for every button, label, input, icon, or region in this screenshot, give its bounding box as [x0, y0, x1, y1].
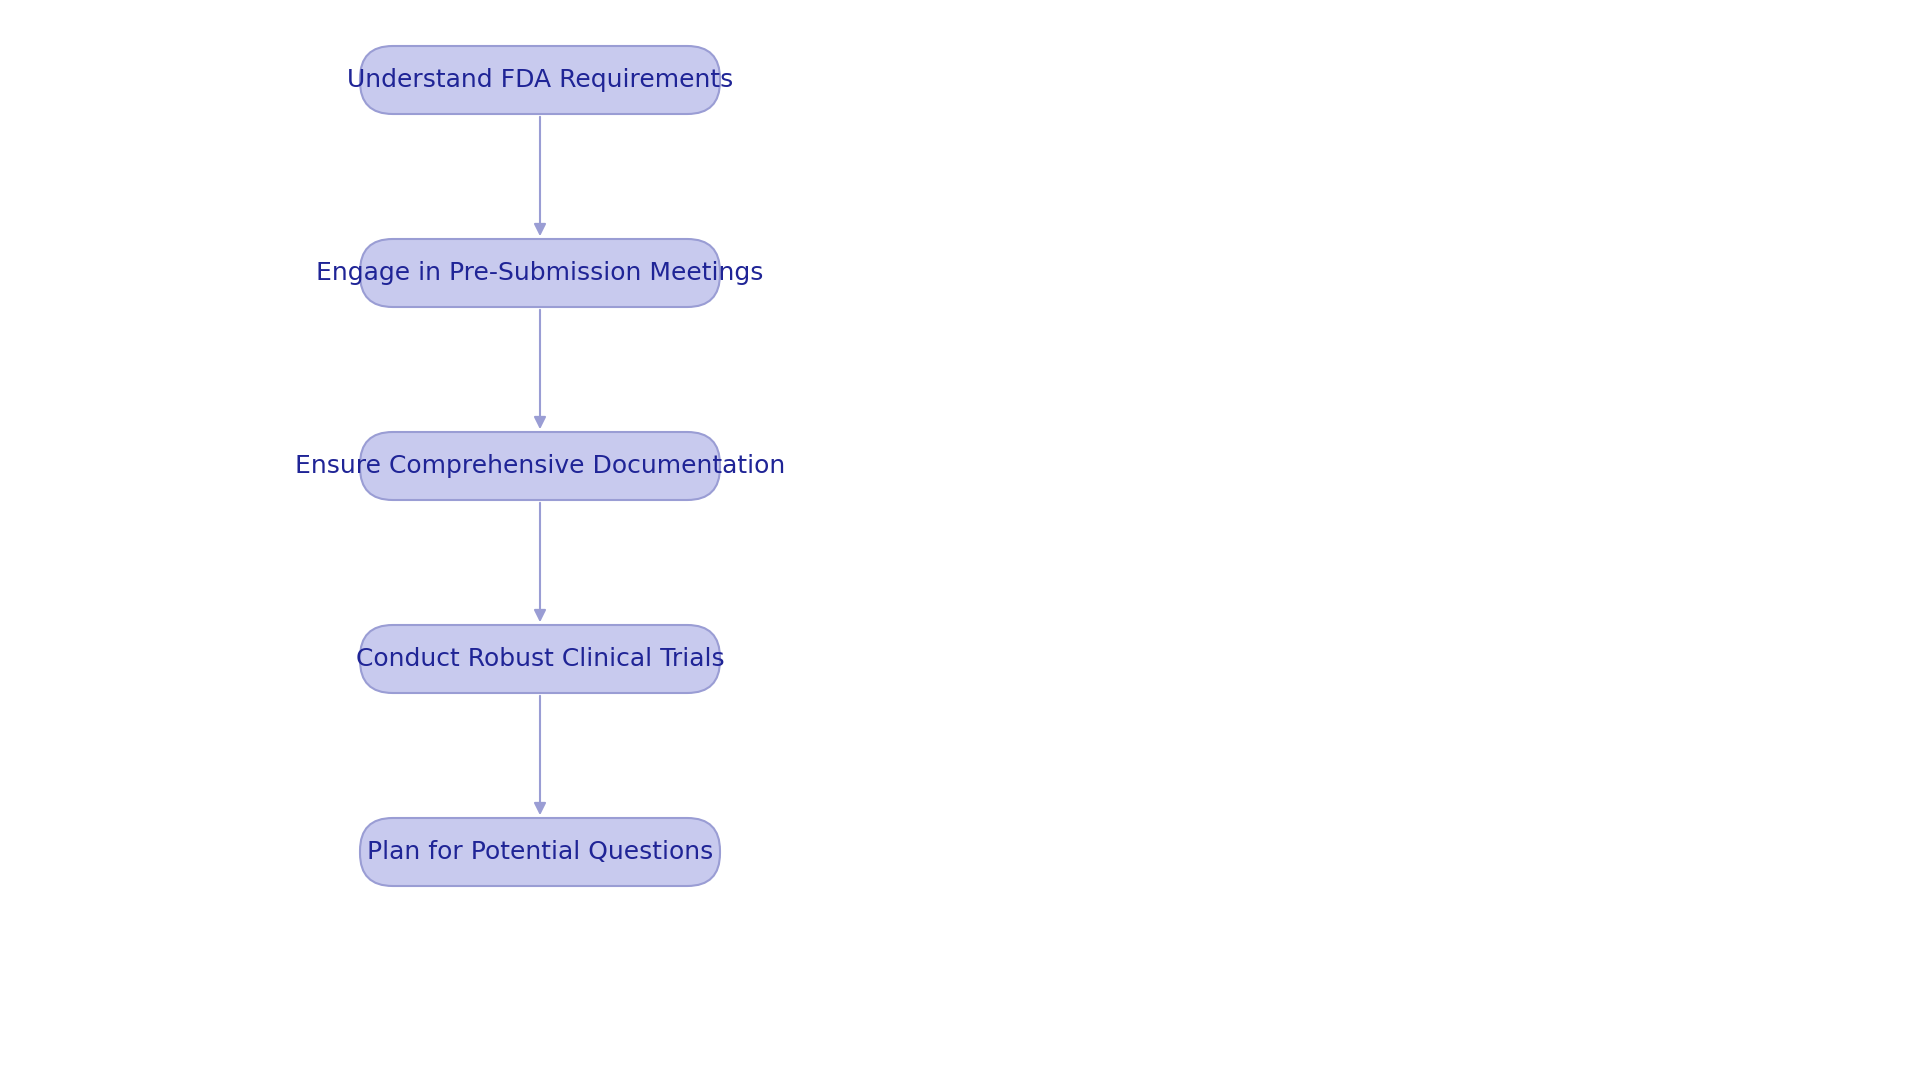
FancyBboxPatch shape — [361, 239, 720, 306]
FancyBboxPatch shape — [361, 818, 720, 886]
FancyBboxPatch shape — [361, 625, 720, 693]
Text: Plan for Potential Questions: Plan for Potential Questions — [367, 840, 712, 864]
FancyBboxPatch shape — [361, 432, 720, 500]
Text: Ensure Comprehensive Documentation: Ensure Comprehensive Documentation — [296, 454, 785, 478]
Text: Engage in Pre-Submission Meetings: Engage in Pre-Submission Meetings — [317, 261, 764, 285]
FancyBboxPatch shape — [361, 45, 720, 114]
Text: Understand FDA Requirements: Understand FDA Requirements — [348, 68, 733, 92]
Text: Conduct Robust Clinical Trials: Conduct Robust Clinical Trials — [355, 647, 724, 671]
